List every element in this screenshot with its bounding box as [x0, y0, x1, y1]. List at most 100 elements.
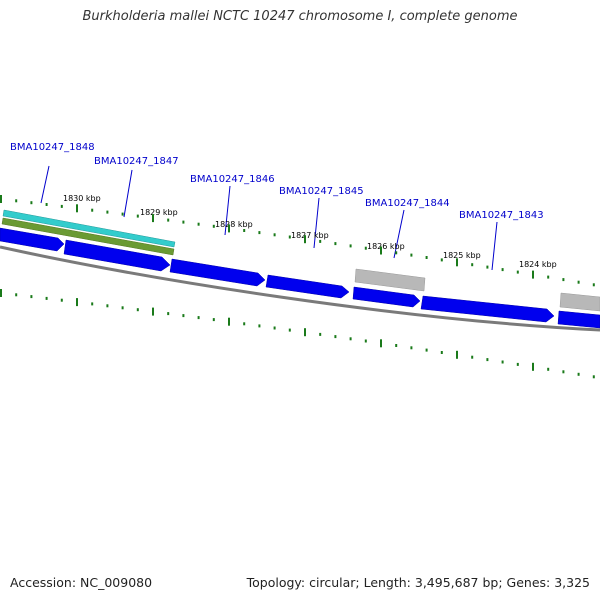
map-title: Burkholderia mallei NCTC 10247 chromosom…: [82, 9, 518, 24]
minor-tick: [349, 244, 352, 248]
feature-track-cyan: [2, 209, 176, 248]
minor-tick: [60, 204, 63, 208]
gene-label: BMA10247_1848: [10, 142, 95, 153]
minor-tick: [486, 265, 489, 269]
minor-tick: [121, 306, 124, 310]
minor-tick: [167, 312, 170, 316]
minor-tick: [258, 231, 261, 235]
major-tick: [380, 339, 382, 348]
gene-leader-line: [224, 185, 231, 236]
gene-label: BMA10247_1847: [94, 156, 179, 167]
major-tick: [532, 362, 534, 371]
minor-tick: [577, 280, 580, 284]
genome-summary-text: Topology: circular; Length: 3,495,687 bp…: [246, 575, 590, 590]
minor-tick: [319, 332, 322, 336]
minor-tick: [364, 339, 367, 343]
minor-tick: [60, 298, 63, 302]
tick-label: 1826 kbp: [367, 242, 405, 251]
major-tick: [380, 246, 382, 255]
minor-tick: [197, 222, 200, 226]
minor-tick: [334, 335, 337, 339]
minor-tick: [486, 358, 489, 362]
major-tick: [456, 350, 458, 359]
gene-leader-line: [123, 169, 133, 218]
minor-tick: [319, 239, 322, 243]
gene-label: BMA10247_1846: [190, 174, 275, 185]
chromosome-backbone: [0, 245, 600, 332]
minor-tick: [334, 242, 337, 246]
minor-tick: [15, 293, 18, 297]
tick-marks-lower: [0, 289, 595, 379]
gene-label: BMA10247_1843: [459, 210, 544, 221]
tick-label: 1829 kbp: [140, 208, 178, 217]
major-tick: [456, 258, 458, 267]
minor-tick: [501, 360, 504, 364]
major-tick: [76, 204, 78, 213]
major-tick: [0, 289, 2, 297]
minor-tick: [501, 268, 504, 272]
minor-tick: [197, 316, 200, 320]
gene-label: BMA10247_1845: [279, 186, 364, 197]
tick-label: 1827 kbp: [291, 231, 329, 240]
feature-track-grey-1: [354, 268, 426, 292]
minor-tick: [592, 283, 595, 287]
gene-arrow: [169, 258, 266, 287]
minor-tick: [45, 203, 48, 206]
minor-tick: [516, 362, 519, 366]
major-tick: [0, 195, 2, 203]
minor-tick: [106, 210, 109, 214]
minor-tick: [182, 220, 185, 224]
gene-arrow: [63, 239, 171, 272]
minor-tick: [243, 229, 246, 232]
minor-tick: [592, 375, 595, 379]
minor-tick: [45, 296, 48, 300]
major-tick: [304, 235, 306, 244]
minor-tick: [562, 370, 565, 374]
minor-tick: [212, 224, 215, 228]
minor-tick: [30, 295, 33, 299]
feature-track-grey-2: [559, 292, 600, 312]
minor-tick: [410, 346, 413, 350]
gene-arrow: [265, 274, 350, 299]
minor-tick: [136, 308, 139, 312]
minor-tick: [212, 318, 215, 322]
minor-tick: [258, 324, 261, 328]
minor-tick: [182, 314, 185, 318]
minor-tick: [425, 256, 428, 259]
tick-label: 1824 kbp: [519, 260, 557, 269]
gene-arrow: [420, 295, 555, 323]
minor-tick: [516, 270, 519, 274]
major-tick: [152, 307, 154, 316]
feature-track-olive: [1, 217, 175, 256]
major-tick: [532, 270, 534, 279]
gene-arrows: [0, 227, 600, 329]
major-tick: [228, 317, 230, 326]
minor-tick: [364, 246, 367, 250]
minor-tick: [349, 337, 352, 341]
minor-tick: [288, 328, 291, 332]
minor-tick: [562, 278, 565, 282]
tick-label: 1830 kbp: [63, 194, 101, 203]
minor-tick: [167, 218, 170, 222]
major-tick: [152, 214, 154, 223]
gene-leader-line: [393, 209, 405, 259]
minor-tick: [243, 322, 246, 326]
minor-tick: [30, 201, 33, 205]
minor-tick: [395, 251, 398, 255]
minor-tick: [547, 275, 550, 279]
tick-label: 1825 kbp: [443, 251, 481, 260]
gene-leader-line: [313, 197, 320, 249]
major-tick: [228, 224, 230, 233]
minor-tick: [471, 263, 474, 267]
minor-tick: [106, 304, 109, 308]
minor-tick: [136, 214, 139, 218]
minor-tick: [121, 212, 124, 216]
minor-tick: [91, 302, 94, 306]
minor-tick: [547, 367, 550, 371]
minor-tick: [288, 235, 291, 239]
minor-tick: [15, 199, 18, 203]
major-tick: [304, 328, 306, 337]
tick-marks-upper: [0, 195, 595, 287]
minor-tick: [273, 326, 276, 330]
